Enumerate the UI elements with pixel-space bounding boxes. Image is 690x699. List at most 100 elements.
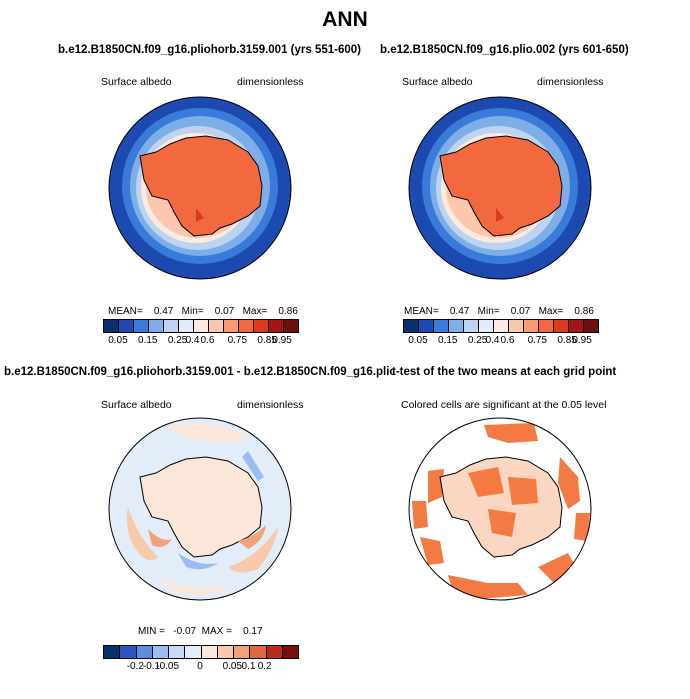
colorbar-tick-label: 0.05 [108, 335, 128, 346]
colorbar-swatch [494, 320, 509, 332]
panel3-min-label: MIN = [138, 626, 165, 637]
figure-title: ANN [322, 8, 368, 31]
colorbar-swatch [254, 320, 269, 332]
panel3-max-value: 0.17 [243, 626, 263, 637]
colorbar-swatch [104, 646, 121, 658]
panel2-title: b.e12.B1850CN.f09_g16.plio.002 (yrs 601-… [380, 44, 629, 56]
panel1-max-label: Max= [242, 306, 268, 317]
colorbar-tick-label: 0.6 [200, 335, 215, 346]
colorbar-swatch [239, 320, 254, 332]
colorbar-tick-label: 0.1 [241, 661, 256, 672]
colorbar-tick-label: 0.85 [257, 335, 277, 346]
colorbar-tick-label: 0.75 [227, 335, 248, 346]
panel1-units-label: dimensionless [237, 76, 304, 88]
colorbar-swatch [119, 320, 134, 332]
panel2-max-label: Max= [538, 306, 564, 317]
colorbar-swatch [224, 320, 239, 332]
panel3-min-value: -0.07 [173, 626, 197, 637]
colorbar-swatch [284, 320, 298, 332]
panel2-colorbar [403, 319, 599, 333]
colorbar-swatch [149, 320, 164, 332]
colorbar-swatch [569, 320, 584, 332]
panel2-variable-label: Surface albedo [402, 76, 473, 88]
colorbar-swatch [104, 320, 119, 332]
colorbar-swatch [136, 646, 153, 658]
colorbar-swatch [201, 646, 218, 658]
colorbar-tick-label: 0.95 [572, 335, 592, 346]
colorbar-tick-label: 0.15 [138, 335, 158, 346]
colorbar-tick-label: -0.2 [126, 661, 144, 672]
colorbar-tick-label: 0.25 [167, 335, 188, 346]
panel2-units-label: dimensionless [537, 76, 604, 88]
panel1-variable-label: Surface albedo [101, 76, 172, 88]
colorbar-tick-label: 0.25 [467, 335, 488, 346]
panel2-max-value: 0.86 [574, 306, 594, 317]
colorbar-swatch [209, 320, 224, 332]
colorbar-swatch [434, 320, 449, 332]
colorbar-swatch [509, 320, 524, 332]
colorbar-swatch [134, 320, 149, 332]
colorbar-swatch [185, 646, 202, 658]
colorbar-swatch [217, 646, 234, 658]
colorbar-swatch [194, 320, 209, 332]
panel1-colorbar [103, 319, 299, 333]
panel2-mean-label: MEAN= [404, 306, 439, 317]
colorbar-swatch [464, 320, 479, 332]
colorbar-swatch [120, 646, 137, 658]
colorbar-tick-label: 0.95 [272, 335, 292, 346]
colorbar-tick-label: 0.05 [408, 335, 428, 346]
colorbar-swatch [449, 320, 464, 332]
panel2-polar-map [408, 96, 592, 280]
panel3-title: b.e12.B1850CN.f09_g16.pliohorb.3159.001 … [4, 366, 394, 378]
colorbar-tick-label: 0.75 [527, 335, 548, 346]
panel1-mean-value: 0.47 [153, 306, 174, 317]
panel1-title: b.e12.B1850CN.f09_g16.pliohorb.3159.001 … [58, 44, 361, 56]
panel1-colorbar-labels: 0.05 0.15 0.25 0.4 0.6 0.75 0.85 0.95 [103, 335, 297, 347]
colorbar-tick-label: 0.2 [257, 661, 272, 672]
colorbar-swatch [250, 646, 267, 658]
panel3-colorbar [103, 645, 299, 659]
panel1-min-value: 0.07 [214, 306, 235, 317]
colorbar-swatch [419, 320, 434, 332]
panel1-max-value: 0.86 [278, 306, 298, 317]
panel3-polar-map [108, 417, 292, 601]
colorbar-tick-label: -0.05 [156, 661, 180, 672]
colorbar-swatch [269, 320, 284, 332]
panel3-units-label: dimensionless [237, 399, 304, 411]
colorbar-swatch [266, 646, 283, 658]
colorbar-tick-label: 0.05 [222, 661, 243, 672]
panel1-min-label: Min= [181, 306, 204, 317]
colorbar-swatch [164, 320, 179, 332]
colorbar-tick-label: 0.4 [185, 335, 200, 346]
colorbar-swatch [282, 646, 298, 658]
panel1-polar-map [108, 96, 292, 280]
colorbar-tick-label: 0.15 [438, 335, 458, 346]
colorbar-tick-label: 0 [197, 661, 203, 672]
colorbar-swatch [584, 320, 598, 332]
panel1-mean-label: MEAN= [108, 306, 143, 317]
colorbar-swatch [152, 646, 169, 658]
panel4-significance-map [408, 417, 592, 601]
panel3-stats: MIN = -0.07 MAX = 0.17 [138, 626, 263, 637]
colorbar-tick-label: -0.1 [142, 661, 161, 672]
colorbar-tick-label: 0.85 [557, 335, 577, 346]
colorbar-swatch [169, 646, 186, 658]
panel3-variable-label: Surface albedo [101, 399, 172, 411]
panel4-title: t-test of the two means at each grid poi… [392, 366, 617, 378]
panel2-min-label: Min= [477, 306, 500, 317]
colorbar-swatch [404, 320, 419, 332]
colorbar-swatch [524, 320, 539, 332]
panel2-mean-value: 0.47 [449, 306, 470, 317]
colorbar-swatch [539, 320, 554, 332]
panel3-colorbar-labels: -0.2 -0.1 -0.05 0 0.05 0.1 0.2 [103, 661, 297, 673]
panel3-max-label: MAX = [201, 626, 232, 637]
panel1-stats: MEAN= 0.47 Min= 0.07 Max= 0.86 [108, 306, 298, 317]
colorbar-swatch [179, 320, 194, 332]
panel2-min-value: 0.07 [510, 306, 531, 317]
panel2-stats: MEAN= 0.47 Min= 0.07 Max= 0.86 [404, 306, 594, 317]
colorbar-swatch [234, 646, 251, 658]
colorbar-swatch [554, 320, 569, 332]
colorbar-swatch [479, 320, 494, 332]
colorbar-tick-label: 0.4 [485, 335, 500, 346]
colorbar-tick-label: 0.6 [500, 335, 515, 346]
